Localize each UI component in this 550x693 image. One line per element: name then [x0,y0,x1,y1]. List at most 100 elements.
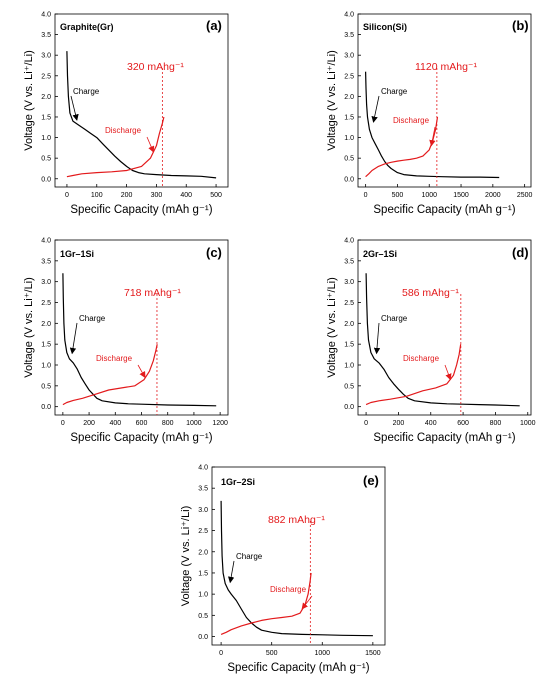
y-tick-label: 0.0 [344,176,354,183]
y-tick-label: 2.0 [344,94,354,101]
chart-panel-c: 0.0 0.5 1.0 1.5 2.0 2.5 3.0 3.5 4.0 0 200 400 600 800… [23,238,229,444]
y-tick-label: 1.5 [41,114,51,121]
y-tick-label: 0.5 [344,383,354,390]
x-tick-label: 0 [219,650,223,657]
y-tick-label: 1.0 [344,135,354,142]
series-line-discharge [220,572,312,635]
y-tick-label: 3.0 [344,279,354,286]
discharge-annotation-label: Discharge [393,116,430,125]
panel-letter: (e) [363,473,379,488]
y-tick-label: 2.0 [41,321,51,328]
charge-annotation-arrow [228,560,235,584]
y-tick-label: 4.0 [41,12,51,19]
plot-frame [357,13,532,188]
charge-annotation-arrow [69,322,78,355]
series-line-discharge [62,344,158,406]
x-tick-label: 400 [180,192,192,199]
x-tick-label: 800 [490,420,502,427]
y-tick-label: 4.0 [41,238,51,245]
discharge-annotation-label: Discharge [96,354,133,363]
y-tick-label: 0.5 [41,156,51,163]
discharge-annotation-arrow [146,136,155,153]
y-tick-label: 4.0 [344,12,354,19]
discharge-annotation-arrow [137,364,146,379]
y-tick-label: 1.5 [198,570,208,577]
discharge-annotation-arrow [444,364,452,381]
charge-annotation-label: Charge [236,552,263,561]
discharge-annotation-arrow [301,595,313,610]
y-tick-label: 1.0 [41,135,51,142]
x-axis-label: Specific Capacity (mAh g⁻¹) [227,662,369,674]
plot-frame [54,239,229,416]
discharge-annotation-label: Discharge [403,354,440,363]
x-tick-label: 1000 [421,192,437,199]
y-tick-label: 2.0 [198,549,208,556]
series-line-charge [220,500,373,637]
x-tick-label: 400 [109,420,121,427]
y-tick-label: 1.0 [198,592,208,599]
y-tick-label: 4.0 [344,238,354,245]
x-tick-label: 100 [91,192,103,199]
y-tick-label: 0.0 [41,176,51,183]
y-tick-label: 3.0 [41,53,51,60]
charge-annotation-arrow [371,95,380,123]
panel-letter: (a) [206,18,222,33]
plot-frame [211,466,386,646]
chart-panel-a: 0.0 0.5 1.0 1.5 2.0 2.5 3.0 3.5 4.0 0 100 200 300 400… [23,12,229,216]
y-tick-label: 2.5 [198,528,208,535]
x-tick-label: 0 [364,420,368,427]
capacity-label: 882 mAhg⁻¹ [268,514,325,526]
y-tick-label: 2.5 [344,300,354,307]
x-tick-label: 600 [136,420,148,427]
x-tick-label: 200 [393,420,405,427]
y-axis-label: Voltage (V vs. Li⁺/Li) [23,50,35,151]
y-tick-label: 3.0 [344,53,354,60]
charge-annotation-arrow [70,95,79,121]
discharge-annotation-arrow [429,126,436,147]
y-axis-label: Voltage (V vs. Li⁺/Li) [180,506,192,607]
x-tick-label: 500 [266,650,278,657]
y-tick-label: 3.5 [344,258,354,265]
y-tick-label: 1.5 [344,342,354,349]
x-tick-label: 0 [61,420,65,427]
panel-title: Silicon(Si) [363,22,407,32]
x-tick-label: 2500 [517,192,533,199]
x-tick-label: 200 [83,420,95,427]
y-tick-label: 3.5 [344,32,354,39]
y-tick-label: 4.0 [198,465,208,472]
y-tick-label: 3.5 [198,486,208,493]
y-tick-label: 0.5 [198,613,208,620]
y-tick-label: 3.0 [41,279,51,286]
x-tick-label: 300 [151,192,163,199]
panel-letter: (c) [206,245,222,260]
x-tick-label: 2000 [485,192,501,199]
panel-title: 1Gr–1Si [60,249,94,259]
panel-title: 1Gr–2Si [221,477,255,487]
y-tick-label: 2.0 [41,94,51,101]
x-tick-label: 500 [210,192,222,199]
x-axis-label: Specific Capacity (mAh g⁻¹) [373,204,515,216]
y-tick-label: 2.5 [41,73,51,80]
capacity-label: 320 mAhg⁻¹ [127,61,184,73]
x-axis-label: Specific Capacity (mAh g⁻¹) [70,432,212,444]
y-tick-label: 0.0 [41,404,51,411]
charge-annotation-arrow [373,322,381,355]
series-line-charge [66,51,217,179]
series-line-discharge [365,344,462,406]
y-tick-label: 3.5 [41,32,51,39]
y-tick-label: 0.5 [41,383,51,390]
panel-letter: (b) [512,18,529,33]
x-tick-label: 200 [121,192,133,199]
panel-letter: (d) [512,245,529,260]
x-tick-label: 1000 [520,420,536,427]
series-line-charge [62,273,217,407]
y-axis-label: Voltage (V vs. Li⁺/Li) [23,277,35,378]
x-tick-label: 500 [392,192,404,199]
x-axis-label: Specific Capacity (mAh g⁻¹) [70,204,212,216]
panel-title: 2Gr–1Si [363,249,397,259]
y-tick-label: 0.5 [344,156,354,163]
y-tick-label: 2.5 [41,300,51,307]
y-tick-label: 1.0 [41,363,51,370]
x-tick-label: 1500 [453,192,469,199]
y-tick-label: 3.0 [198,507,208,514]
